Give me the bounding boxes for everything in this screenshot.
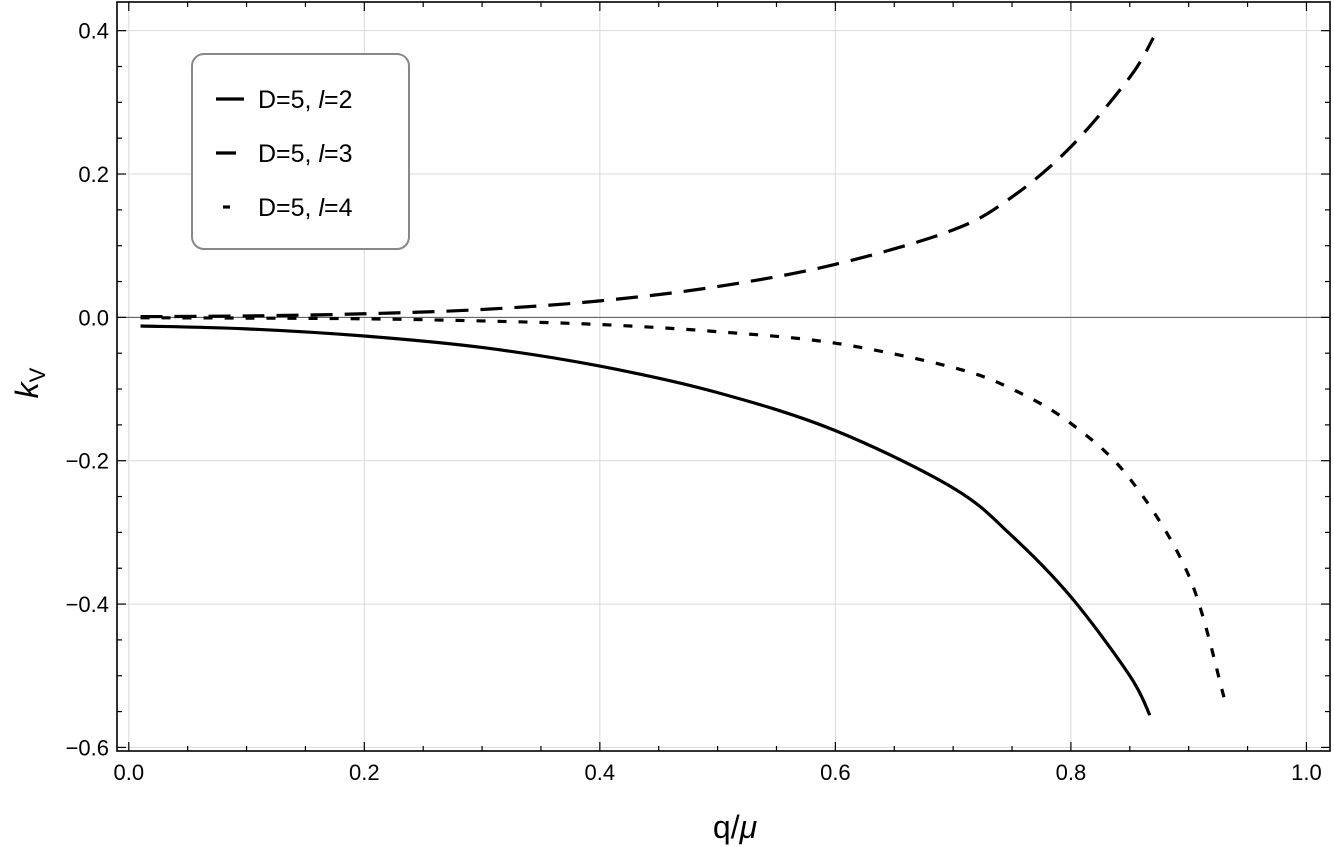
legend-label-suffix: =3 (324, 140, 353, 168)
series-line-1 (140, 324, 1152, 716)
legend-items: D=5, l=2D=5, l=3D=5, l=4 (216, 86, 353, 222)
legend-label-var: l (318, 86, 325, 114)
y-tick-labels: −0.6 −0.4 −0.2 0.0 0.2 0.4 (66, 19, 109, 761)
x-tick-label: 0.4 (585, 760, 616, 785)
y-tick-label: 0.4 (78, 19, 109, 44)
y-tick-label: −0.6 (66, 735, 109, 760)
series-line-2 (140, 37, 1155, 319)
series-line-3 (140, 316, 1226, 698)
x-axis-title-main: q/ (713, 809, 740, 845)
y-tick-label: 0.0 (78, 305, 109, 330)
series-group (140, 37, 1226, 716)
y-axis-title: kV (9, 367, 50, 398)
y-tick-label: −0.4 (66, 592, 109, 617)
legend-label-suffix: =2 (324, 86, 353, 114)
legend: D=5, l=2D=5, l=3D=5, l=4 (191, 53, 410, 250)
legend-label-3: D=5, l=4 (258, 194, 353, 222)
x-axis-title: q/μ (713, 809, 758, 845)
legend-label-2: D=5, l=3 (258, 140, 353, 168)
legend-label-var: l (318, 140, 325, 168)
legend-label-suffix: =4 (324, 194, 353, 222)
legend-label-prefix: D=5, (258, 194, 318, 222)
x-tick-labels: 0.0 0.2 0.4 0.6 0.8 1.0 (113, 760, 1321, 785)
x-axis-title-greek: μ (739, 809, 758, 845)
y-axis-title-sub: V (25, 367, 50, 382)
legend-label-1: D=5, l=2 (258, 86, 353, 114)
legend-label-var: l (318, 194, 325, 222)
y-tick-label: −0.2 (66, 449, 109, 474)
y-tick-label: 0.2 (78, 162, 109, 187)
ticks (117, 2, 1330, 751)
legend-box (191, 53, 410, 250)
x-tick-label: 0.0 (113, 760, 144, 785)
x-tick-label: 0.6 (820, 760, 851, 785)
plot-frame (116, 1, 1331, 752)
x-tick-label: 1.0 (1291, 760, 1322, 785)
x-tick-label: 0.8 (1056, 760, 1087, 785)
legend-label-prefix: D=5, (258, 86, 318, 114)
y-axis-title-main: k (9, 380, 45, 398)
x-tick-label: 0.2 (349, 760, 380, 785)
legend-label-prefix: D=5, (258, 140, 318, 168)
